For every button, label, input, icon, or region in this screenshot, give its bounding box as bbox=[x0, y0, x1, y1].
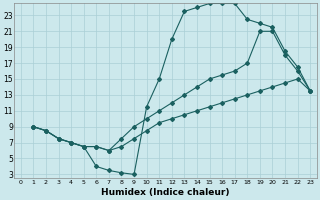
X-axis label: Humidex (Indice chaleur): Humidex (Indice chaleur) bbox=[101, 188, 230, 197]
